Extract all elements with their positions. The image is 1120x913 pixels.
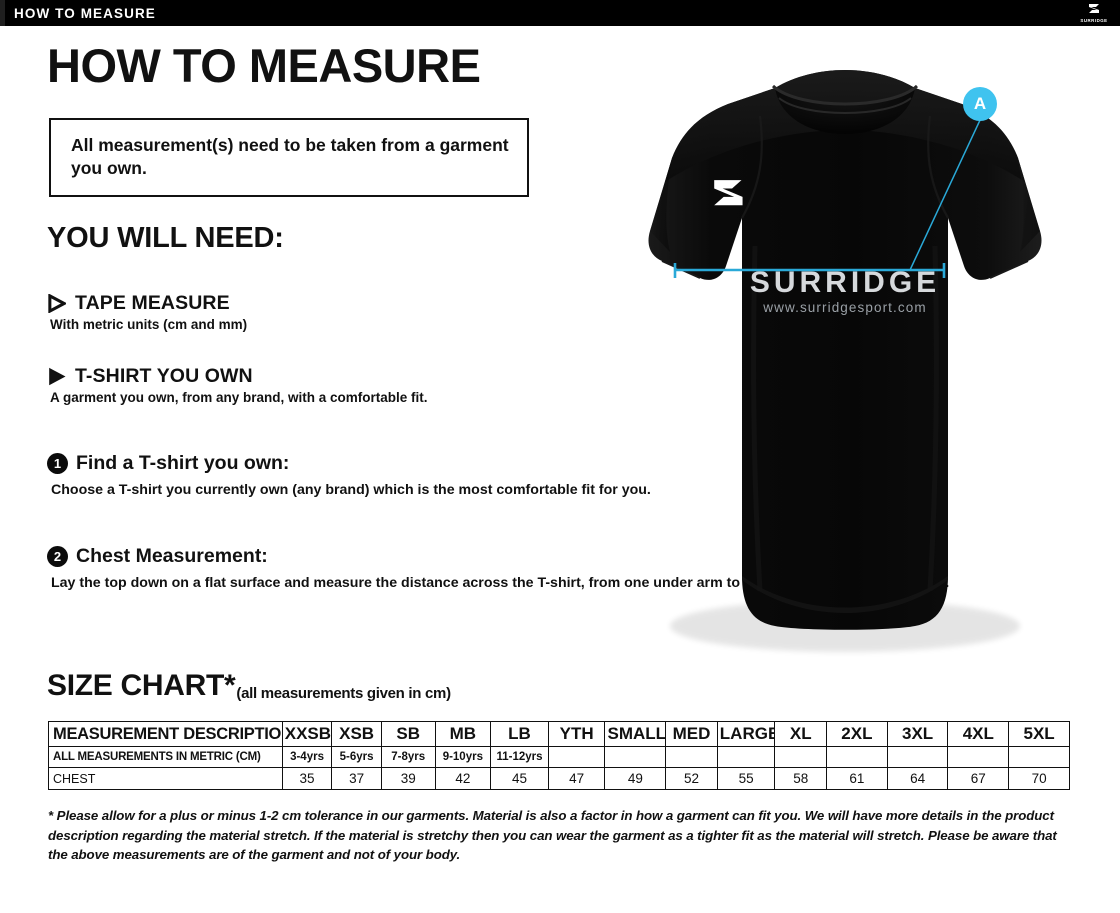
chest-url: www.surridgesport.com (762, 300, 926, 315)
need-item-title: TAPE MEASURE (75, 292, 230, 314)
table-cell: 39 (380, 767, 436, 790)
table-header-cell: 3XL (886, 721, 949, 747)
step-title: Chest Measurement: (76, 545, 268, 567)
you-will-need-heading: YOU WILL NEED: (47, 222, 284, 254)
table-row: CHEST 35 37 39 42 45 47 49 52 55 58 61 6… (48, 767, 1070, 790)
step-1: 1 Find a T-shirt you own: Choose a T-shi… (47, 452, 651, 499)
tshirt-illustration: SURRIDGE www.surridgesport.com (570, 46, 1120, 666)
need-item-subtitle: With metric units (cm and mm) (50, 317, 248, 332)
note-text: All measurement(s) need to be taken from… (71, 135, 509, 179)
need-item-subtitle: A garment you own, from any brand, with … (50, 390, 428, 405)
need-item-header: TAPE MEASURE (47, 292, 247, 315)
table-cell: 52 (665, 767, 718, 790)
table-cell (947, 746, 1010, 768)
table-cell: 11-12yrs (490, 746, 549, 768)
table-cell: 45 (490, 767, 549, 790)
table-row-label: CHEST (48, 767, 283, 790)
table-cell (604, 746, 667, 768)
step-header: 1 Find a T-shirt you own: (47, 452, 651, 475)
chest-measurement-line (673, 263, 946, 278)
top-bar-accent (0, 0, 5, 26)
table-cell: 42 (434, 767, 492, 790)
table-cell (716, 746, 776, 768)
table-cell: 3-4yrs (281, 746, 333, 768)
table-header-cell: LB (490, 721, 549, 747)
table-header-cell: MEASUREMENT DESCRIPTION (48, 721, 283, 747)
step-body: Choose a T-shirt you currently own (any … (51, 482, 651, 498)
brand-logo: SURRIDGE (1074, 1, 1114, 25)
brand-wordmark: SURRIDGE (1080, 18, 1108, 24)
size-chart-title: SIZE CHART* (47, 669, 236, 702)
step-body: Lay the top down on a flat surface and m… (51, 575, 950, 591)
table-row-label: ALL MEASUREMENTS IN METRIC (CM) (48, 746, 283, 768)
table-cell: 55 (716, 767, 776, 790)
top-bar-title: HOW TO MEASURE (14, 5, 156, 21)
table-header-cell: 4XL (947, 721, 1010, 747)
table-cell: 70 (1008, 767, 1070, 790)
table-cell: 64 (886, 767, 949, 790)
footnote-text: * Please allow for a plus or minus 1-2 c… (48, 808, 1057, 863)
tshirt-graphic: SURRIDGE www.surridgesport.com (648, 70, 1042, 652)
table-cell: 47 (547, 767, 606, 790)
table-cell (826, 746, 888, 768)
page-title: HOW TO MEASURE (47, 39, 481, 92)
need-item-title: T-SHIRT YOU OWN (75, 365, 253, 387)
callout-leader-line (909, 117, 982, 271)
table-cell (665, 746, 718, 768)
size-chart-table: MEASUREMENT DESCRIPTION XXSB XSB SB MB L… (48, 721, 1070, 790)
size-chart-heading: SIZE CHART* (all measurements given in c… (47, 669, 451, 703)
table-header-cell: 5XL (1008, 721, 1070, 747)
table-header-cell: 2XL (826, 721, 888, 747)
callout-badge-a: A (963, 87, 997, 121)
chest-wordmark: SURRIDGE (750, 266, 940, 299)
table-cell: 61 (826, 767, 888, 790)
table-cell: 37 (331, 767, 382, 790)
table-cell (1008, 746, 1070, 768)
top-bar: HOW TO MEASURE SURRIDGE (0, 0, 1120, 26)
size-chart-subtitle: (all measurements given in cm) (236, 685, 451, 702)
step-header: 2 Chest Measurement: (47, 545, 949, 568)
table-header-cell: YTH (547, 721, 606, 747)
table-header-cell: MB (434, 721, 492, 747)
table-header-cell: SMALL (604, 721, 667, 747)
table-cell: 7-8yrs (380, 746, 436, 768)
table-cell: 35 (281, 767, 333, 790)
table-cell: 58 (774, 767, 828, 790)
surridge-s-logo-icon (1089, 3, 1099, 13)
table-header-cell: XXSB (281, 721, 333, 747)
table-header-cell: XL (774, 721, 828, 747)
note-box: All measurement(s) need to be taken from… (49, 118, 529, 197)
triangle-bullet-icon (49, 367, 66, 386)
step-number-badge: 2 (47, 546, 68, 567)
step-number-badge: 1 (47, 453, 68, 474)
table-cell: 5-6yrs (331, 746, 382, 768)
table-cell: 67 (947, 767, 1010, 790)
need-item-tape-measure: TAPE MEASURE With metric units (cm and m… (47, 292, 247, 332)
triangle-bullet-icon (48, 294, 66, 313)
table-row: ALL MEASUREMENTS IN METRIC (CM) 3-4yrs 5… (48, 746, 1070, 768)
table-header-cell: MED (665, 721, 718, 747)
table-cell: 49 (604, 767, 667, 790)
need-item-tshirt: T-SHIRT YOU OWN A garment you own, from … (47, 365, 428, 405)
need-item-header: T-SHIRT YOU OWN (47, 365, 428, 388)
table-header-cell: XSB (331, 721, 382, 747)
step-2: 2 Chest Measurement: Lay the top down on… (47, 545, 949, 592)
table-row-header: MEASUREMENT DESCRIPTION XXSB XSB SB MB L… (48, 721, 1070, 747)
table-header-cell: LARGE (716, 721, 776, 747)
table-cell (886, 746, 949, 768)
table-cell: 9-10yrs (434, 746, 492, 768)
step-title: Find a T-shirt you own: (76, 452, 290, 474)
table-cell (774, 746, 828, 768)
table-cell (547, 746, 606, 768)
table-header-cell: SB (380, 721, 436, 747)
